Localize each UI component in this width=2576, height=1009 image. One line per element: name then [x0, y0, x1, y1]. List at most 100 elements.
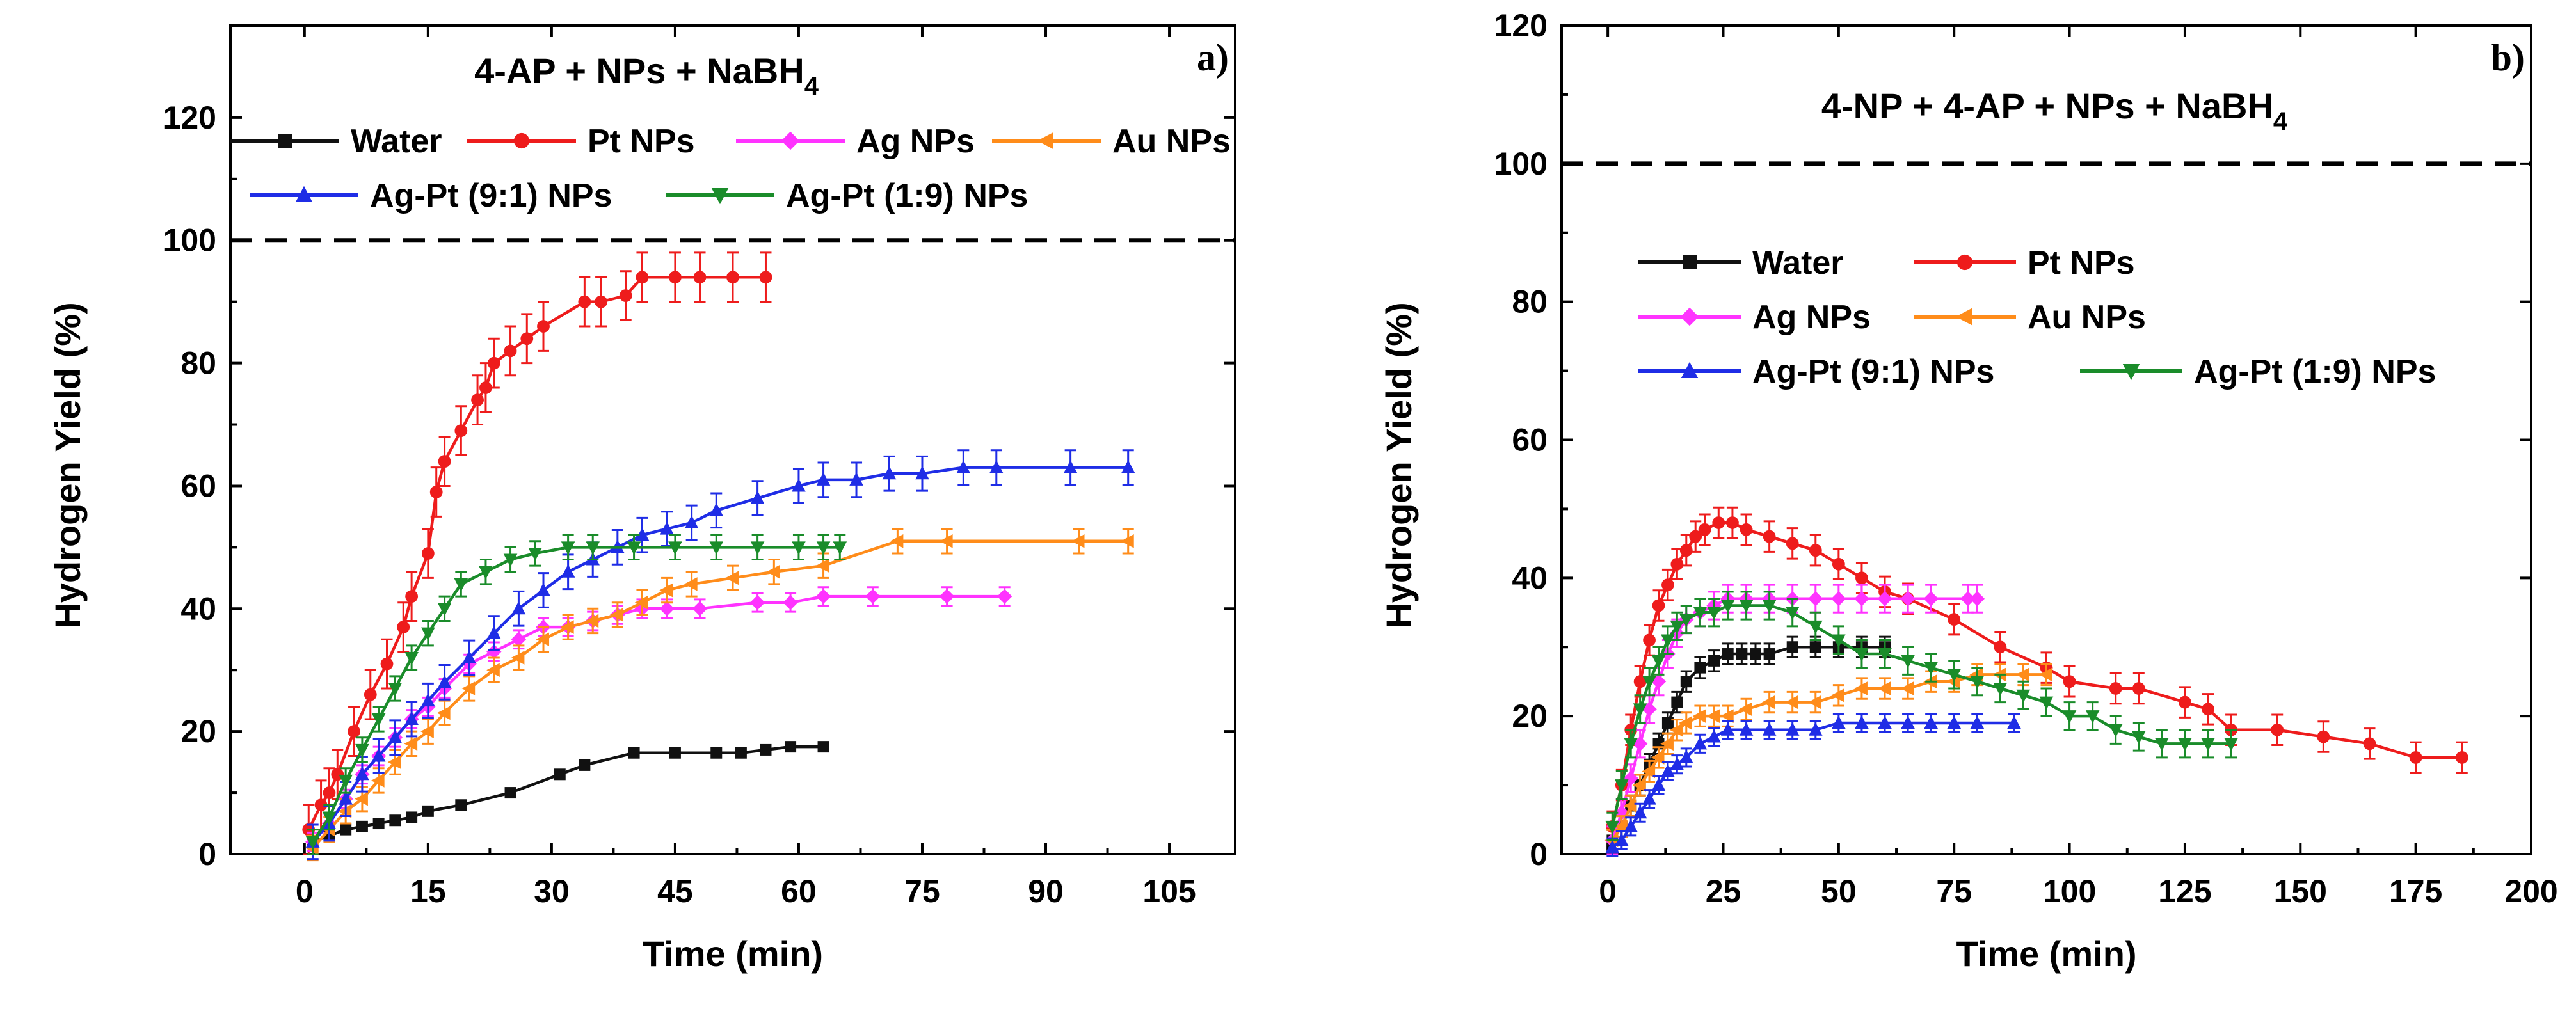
chart-title: 4-NP + 4-AP + NPs + NaBH4	[1821, 86, 2288, 136]
data-point	[1670, 620, 1684, 634]
data-point	[355, 743, 369, 758]
data-point	[461, 681, 476, 695]
data-point	[1831, 688, 1844, 703]
data-point	[406, 811, 418, 823]
data-point	[504, 344, 517, 358]
data-point	[2131, 731, 2146, 745]
data-point	[405, 590, 419, 603]
data-point	[528, 547, 542, 561]
data-point	[1761, 695, 1775, 710]
data-point	[554, 768, 566, 781]
legend-label: Ag-Pt (9:1) NPs	[1752, 353, 1994, 390]
data-point	[511, 651, 525, 665]
data-point	[372, 818, 385, 830]
data-point	[1651, 777, 1666, 791]
data-point	[371, 774, 385, 788]
data-point	[1739, 722, 1754, 736]
data-point	[2178, 738, 2192, 752]
data-point	[2271, 723, 2284, 736]
data-point	[1614, 779, 1629, 793]
data-point	[2132, 682, 2145, 695]
data-point	[2201, 738, 2215, 752]
data-point	[1994, 640, 2007, 654]
legend-entry: Ag-Pt (9:1) NPs	[1638, 353, 1994, 390]
legend-label: Ag-Pt (9:1) NPs	[370, 177, 612, 214]
data-point	[404, 711, 419, 725]
data-point	[1708, 655, 1720, 667]
y-tick-label: 60	[1512, 422, 1548, 458]
x-tick-label: 105	[1142, 873, 1196, 909]
legend-marker	[513, 132, 530, 149]
data-point	[1651, 751, 1665, 765]
data-point	[1878, 648, 1892, 662]
data-point	[1671, 696, 1683, 708]
data-point	[323, 786, 336, 799]
data-point	[659, 583, 673, 598]
legend-entry: Ag NPs	[1638, 299, 1871, 336]
data-point	[627, 541, 641, 555]
data-point	[1605, 839, 1620, 854]
legend-label: Pt NPs	[2028, 244, 2135, 282]
data-point	[536, 632, 550, 647]
data-point	[503, 553, 518, 568]
data-point	[956, 459, 971, 473]
data-point	[356, 820, 368, 832]
legend-marker	[295, 186, 313, 202]
y-tick-label: 100	[163, 223, 216, 258]
data-point	[2363, 737, 2376, 751]
data-point	[1642, 791, 1656, 805]
series-ag-pt-9-1-nps	[305, 449, 1135, 861]
data-point	[1624, 738, 1638, 752]
data-point	[1947, 715, 1962, 729]
legend-entry: Pt NPs	[467, 123, 695, 160]
series-ag-nps	[1604, 584, 1985, 855]
data-point	[882, 466, 897, 480]
data-point	[1877, 591, 1892, 607]
data-point	[471, 393, 484, 407]
data-point	[1855, 715, 1869, 729]
y-axis-title: Hydrogen Yield (%)	[1379, 302, 1419, 628]
data-point	[1680, 676, 1692, 688]
data-point	[389, 814, 401, 827]
legend-entry: Water	[230, 123, 442, 160]
data-point	[1900, 591, 1916, 607]
legend-marker	[781, 131, 800, 150]
x-axis-title: Time (min)	[1956, 934, 2136, 974]
data-point	[314, 798, 328, 812]
data-point	[1693, 607, 1708, 620]
data-point	[865, 589, 881, 604]
data-point	[628, 747, 640, 759]
data-point	[749, 595, 765, 610]
data-point	[436, 706, 451, 720]
y-tick-label: 0	[198, 836, 216, 872]
data-point	[1605, 820, 1620, 834]
data-point	[1670, 557, 1684, 571]
data-point	[1924, 662, 1938, 676]
data-point	[1720, 722, 1735, 736]
data-point	[1707, 729, 1721, 743]
data-point	[561, 564, 575, 578]
data-point	[2317, 730, 2330, 743]
x-tick-label: 45	[657, 873, 693, 909]
data-point	[1707, 607, 1721, 620]
data-point	[2224, 738, 2238, 752]
data-point	[437, 603, 452, 616]
data-point	[710, 747, 723, 759]
legend-entry: Pt NPs	[1914, 244, 2135, 282]
data-point	[817, 741, 829, 753]
data-point	[1670, 757, 1684, 770]
series-line	[1611, 604, 2232, 827]
data-point	[2155, 738, 2169, 752]
data-point	[939, 534, 953, 548]
data-point	[1924, 715, 1938, 729]
data-point	[1947, 669, 1962, 683]
data-point	[684, 515, 699, 528]
data-point	[1763, 648, 1775, 660]
data-point	[1877, 681, 1891, 695]
data-point	[520, 332, 534, 346]
data-point	[504, 787, 516, 799]
legend-entry: Au NPs	[1914, 299, 2146, 336]
data-point	[1661, 578, 1674, 592]
data-point	[1969, 591, 1985, 607]
data-point	[437, 674, 452, 688]
